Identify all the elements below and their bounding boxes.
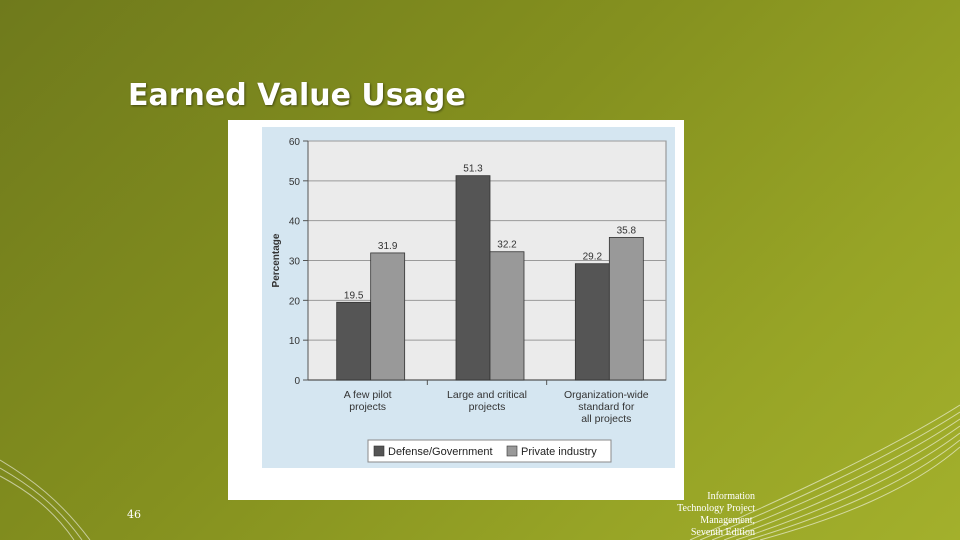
y-tick-label: 30 [289,257,301,268]
category-label: projects [349,401,386,413]
source-line: Management, [700,515,755,526]
bar [489,251,525,381]
bar [608,236,644,381]
bar [370,252,406,381]
y-tick-label: 50 [289,177,301,188]
legend-label: Private industry [521,446,597,458]
slide-title: Earned Value Usage [128,78,466,113]
data-label: 51.3 [463,164,483,175]
y-tick-label: 60 [289,137,301,148]
source-line: Information [707,491,755,502]
source-line: Seventh Edition [690,527,755,538]
category-label: all projects [581,413,631,425]
data-label: 32.2 [497,240,517,251]
bar [455,175,491,381]
category-label: standard for [578,401,635,413]
chart-panel: 0 10 20 30 40 50 60 Percentage 19.5 31.9 A few pil… [262,127,675,468]
data-label: 35.8 [617,225,637,236]
slide-number: 46 [127,508,141,521]
figure-frame: 0 10 20 30 40 50 60 Percentage 19.5 31.9 A few pil… [228,120,684,500]
y-tick-label: 10 [289,336,301,347]
legend-swatch [506,445,518,457]
category-label: Large and critical [447,389,527,401]
category-label: A few pilot [344,389,392,401]
category-label: Organization-wide [564,389,649,401]
y-axis-label: Percentage [271,233,282,287]
bar [574,263,610,381]
y-tick-label: 20 [289,296,301,307]
bar-chart: 0 10 20 30 40 50 60 Percentage 19.5 31.9 A few pil… [271,137,667,463]
data-label: 29.2 [583,252,603,263]
data-label: 19.5 [344,290,364,301]
source-line: Technology Project [677,503,755,514]
legend-box [367,439,612,463]
legend-label: Defense/Government [388,446,493,458]
bar [336,301,372,381]
source-note: Information Technology Project Managemen… [655,491,755,539]
category-label: projects [469,401,506,413]
legend-swatch [373,445,385,457]
y-tick-label: 0 [294,376,300,387]
y-tick-label: 40 [289,217,301,228]
data-label: 31.9 [378,241,398,252]
